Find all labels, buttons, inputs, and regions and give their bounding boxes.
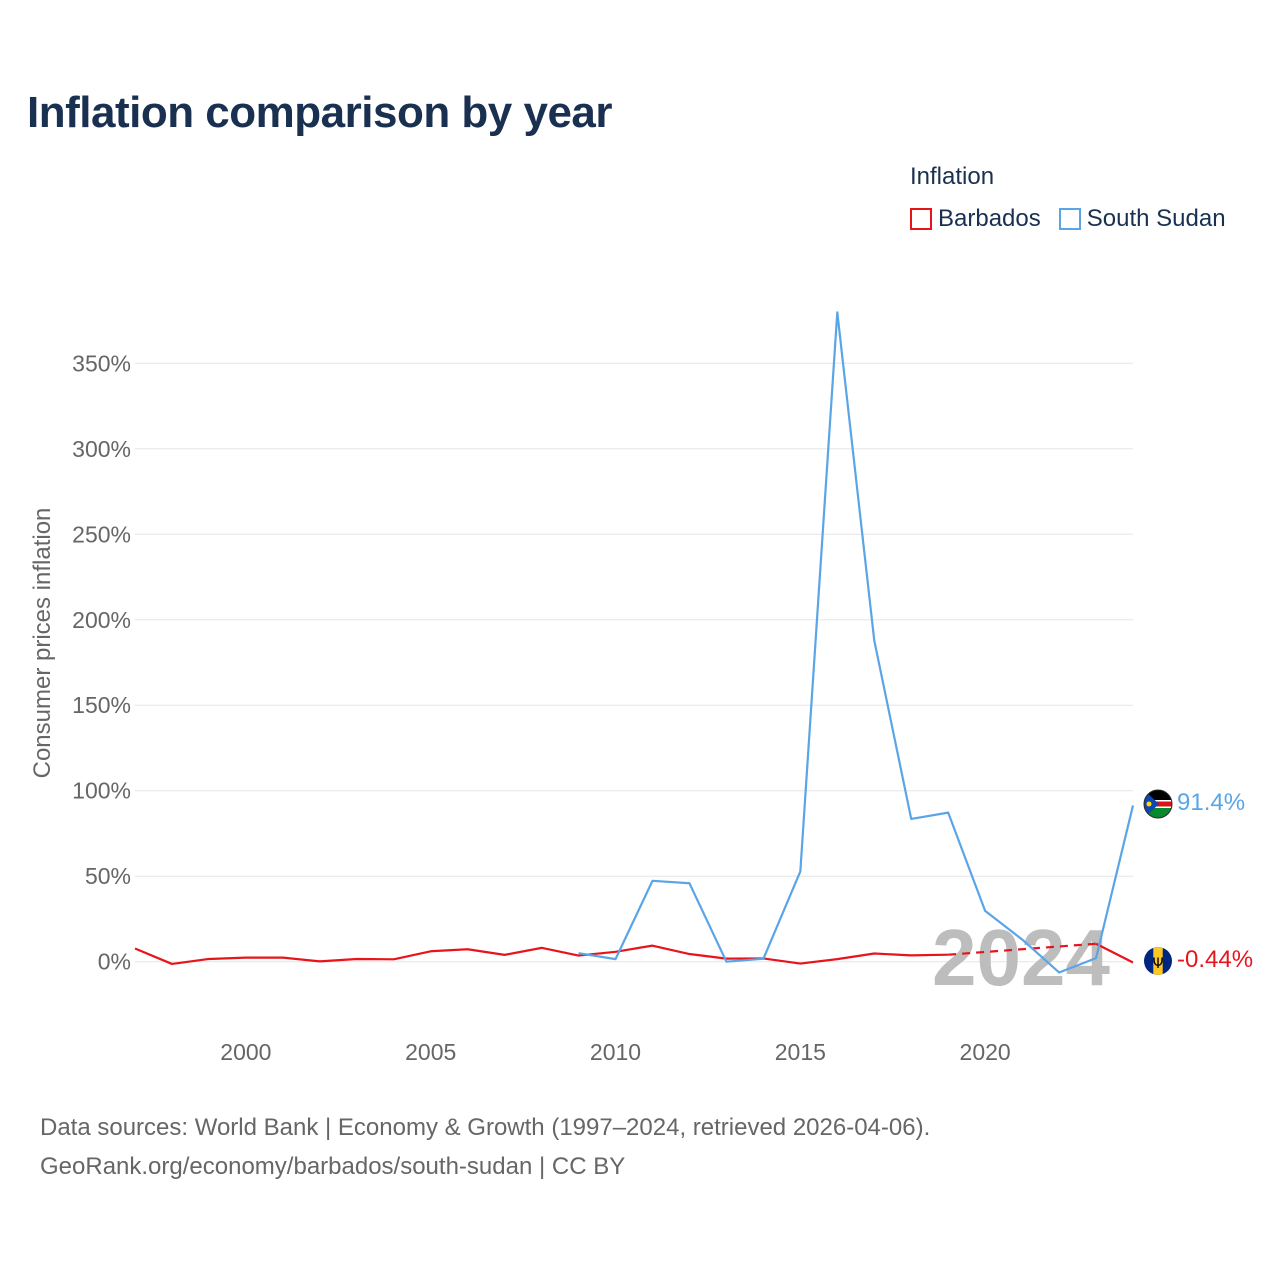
- legend-item-barbados[interactable]: Barbados: [910, 205, 1041, 233]
- chart-title: Inflation comparison by year: [27, 88, 613, 137]
- legend-item-south-sudan[interactable]: South Sudan: [1058, 205, 1226, 233]
- legend-title: Inflation: [910, 163, 995, 190]
- x-tick-label-2000: 2000: [220, 1039, 271, 1065]
- end-label-south-sudan: 91.4%: [1177, 789, 1245, 816]
- south-sudan-flag: [1144, 790, 1172, 818]
- y-axis-label: Consumer prices inflation: [29, 508, 56, 779]
- series-line-barbados: [1095, 942, 1134, 964]
- series-line-south-sudan: [578, 311, 1135, 974]
- y-tick-label-350: 350%: [72, 350, 131, 376]
- y-tick-label-150: 150%: [72, 692, 131, 718]
- legend-swatch-barbados: [910, 208, 932, 230]
- x-tick-label-2020: 2020: [960, 1039, 1011, 1065]
- svg-text:Ψ: Ψ: [1152, 956, 1163, 972]
- x-tick-label-2010: 2010: [590, 1039, 641, 1065]
- year-watermark: 2024: [932, 913, 1110, 1002]
- barbados-flag: Ψ: [1144, 947, 1172, 975]
- y-axis-ticks: 0% 50% 100% 150% 200% 250% 300% 350%: [72, 350, 131, 974]
- gridlines: [135, 362, 1133, 963]
- x-tick-label-2015: 2015: [775, 1039, 826, 1065]
- legend: Barbados South Sudan: [910, 205, 1226, 233]
- source-line-1[interactable]: Data sources: World Bank | Economy & Gro…: [40, 1114, 931, 1141]
- x-tick-label-2005: 2005: [405, 1039, 456, 1065]
- source-note: Data sources: World Bank | Economy & Gro…: [40, 1108, 930, 1186]
- y-tick-label-200: 200%: [72, 607, 131, 633]
- legend-label-south-sudan: South Sudan: [1086, 205, 1226, 232]
- legend-swatch-south-sudan: [1058, 208, 1081, 230]
- series-line-barbados: [134, 944, 949, 966]
- y-tick-label-250: 250%: [72, 521, 131, 547]
- y-tick-label-300: 300%: [72, 436, 131, 462]
- series-gap-barbados: [948, 942, 1097, 956]
- series-lines: [134, 311, 1135, 974]
- y-tick-label-50: 50%: [85, 863, 131, 889]
- source-line-2[interactable]: GeoRank.org/economy/barbados/south-sudan…: [40, 1153, 626, 1180]
- legend-label-barbados: Barbados: [938, 205, 1041, 232]
- end-label-barbados: -0.44%: [1177, 946, 1253, 973]
- x-axis-ticks: 2000 2005 2010 2015 2020: [220, 1039, 1010, 1065]
- y-tick-label-0: 0%: [98, 949, 131, 975]
- y-tick-label-100: 100%: [72, 778, 131, 804]
